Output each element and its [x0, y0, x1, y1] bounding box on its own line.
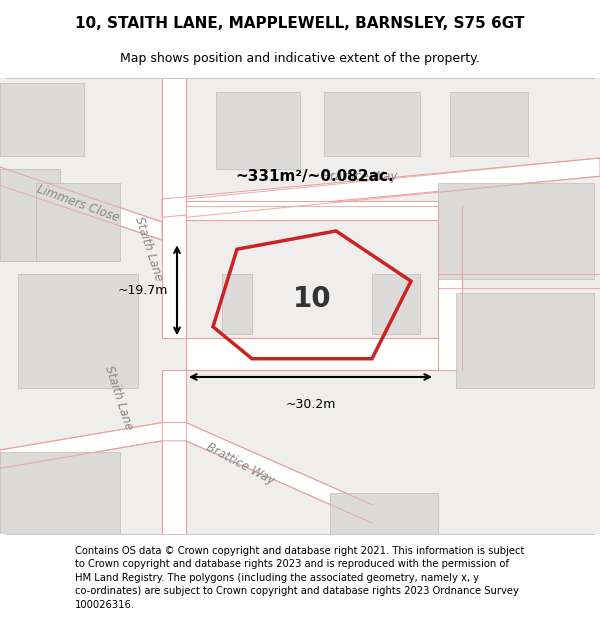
Text: Brattice Way: Brattice Way: [203, 440, 277, 487]
Polygon shape: [372, 274, 420, 334]
Text: Map shows position and indicative extent of the property.: Map shows position and indicative extent…: [120, 52, 480, 65]
Text: ~30.2m: ~30.2m: [286, 398, 335, 411]
Text: ~19.7m: ~19.7m: [118, 284, 168, 297]
Text: ~331m²/~0.082ac.: ~331m²/~0.082ac.: [236, 169, 394, 184]
Polygon shape: [456, 292, 594, 388]
Polygon shape: [0, 422, 372, 523]
Polygon shape: [0, 169, 60, 261]
Polygon shape: [0, 82, 84, 156]
Polygon shape: [450, 92, 528, 156]
Polygon shape: [36, 183, 120, 261]
Polygon shape: [438, 206, 462, 370]
Polygon shape: [186, 338, 438, 370]
Polygon shape: [330, 493, 438, 534]
Polygon shape: [162, 158, 600, 218]
Polygon shape: [216, 92, 300, 169]
Polygon shape: [162, 78, 186, 338]
Polygon shape: [18, 274, 138, 388]
Text: 10: 10: [293, 286, 331, 313]
Text: Brattice Way: Brattice Way: [322, 170, 398, 182]
Polygon shape: [162, 370, 186, 534]
Polygon shape: [438, 183, 594, 279]
Polygon shape: [0, 167, 162, 240]
Text: Limmers Close: Limmers Close: [35, 182, 121, 224]
Polygon shape: [0, 452, 120, 534]
Polygon shape: [324, 92, 420, 156]
Text: Staith Lane: Staith Lane: [102, 364, 136, 431]
Polygon shape: [222, 274, 252, 334]
Text: Contains OS data © Crown copyright and database right 2021. This information is : Contains OS data © Crown copyright and d…: [76, 546, 524, 610]
Polygon shape: [186, 201, 438, 219]
Text: 10, STAITH LANE, MAPPLEWELL, BARNSLEY, S75 6GT: 10, STAITH LANE, MAPPLEWELL, BARNSLEY, S…: [75, 16, 525, 31]
Text: Staith Lane: Staith Lane: [132, 216, 166, 283]
